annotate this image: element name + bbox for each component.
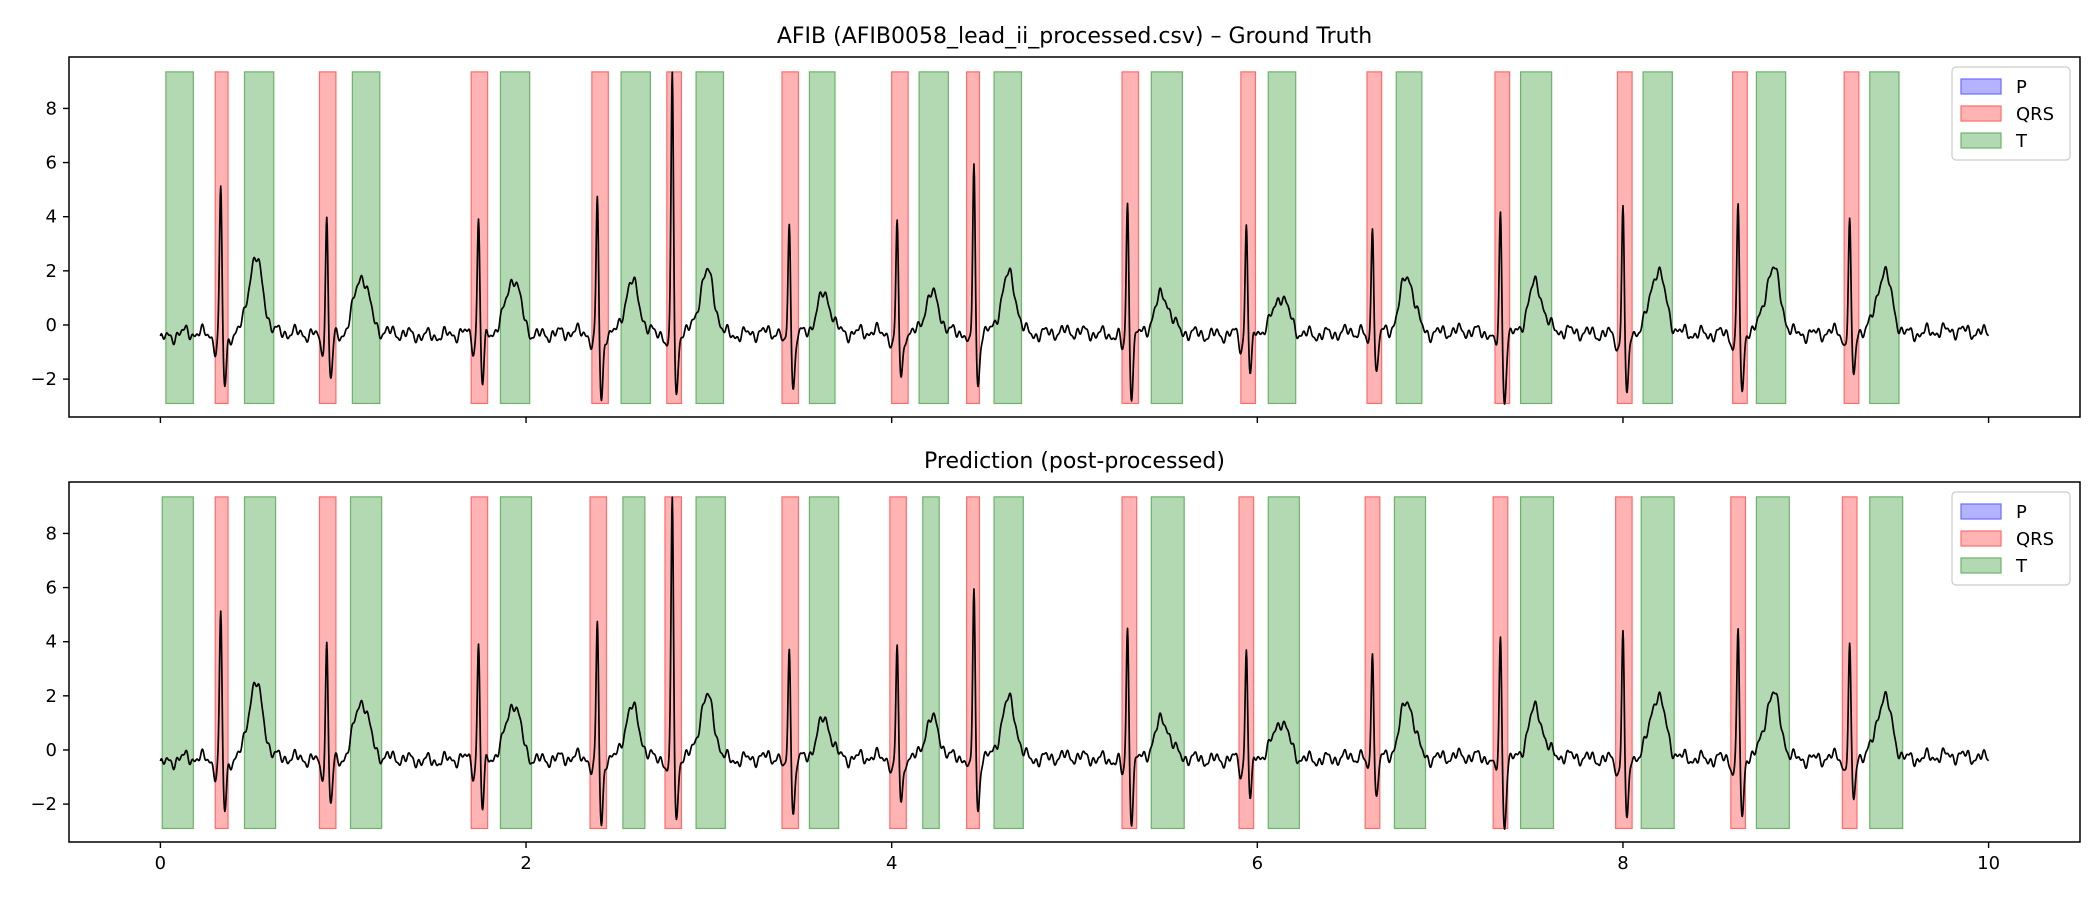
segment-t-band bbox=[918, 71, 949, 405]
legend-label-t: T bbox=[2015, 556, 2028, 577]
segment-t-band bbox=[993, 71, 1023, 405]
segment-t-band bbox=[1869, 71, 1900, 405]
panel-title: Prediction (post-processed) bbox=[924, 449, 1225, 474]
segment-qrs-band bbox=[1121, 71, 1140, 405]
legend-label-t: T bbox=[2015, 131, 2028, 152]
y-tick-label: 4 bbox=[46, 207, 57, 228]
segment-t-band bbox=[622, 496, 646, 830]
segment-t-band bbox=[1755, 71, 1787, 405]
y-tick-label: 6 bbox=[46, 578, 57, 599]
segment-t-band bbox=[1755, 496, 1790, 830]
y-tick-label: 8 bbox=[46, 98, 57, 119]
panel-2: Prediction (post-processed) −2 0 2 4 6 8 0 2 4 6 8 1… bbox=[30, 449, 2081, 874]
x-tick-label: 6 bbox=[1252, 853, 1263, 874]
legend-swatch-qrs bbox=[1960, 105, 2002, 122]
legend-label-qrs: QRS bbox=[2016, 529, 2054, 550]
legend-swatch-p bbox=[1960, 503, 2002, 520]
segment-t-band bbox=[165, 71, 194, 405]
segment-t-band bbox=[499, 496, 533, 830]
segment-qrs-band bbox=[891, 71, 909, 405]
y-tick-label: 0 bbox=[46, 315, 57, 336]
segment-t-band bbox=[1640, 496, 1675, 830]
x-tick-label: 8 bbox=[1617, 853, 1628, 874]
segment-t-band bbox=[1519, 496, 1555, 830]
axes-frame bbox=[68, 481, 2081, 843]
segment-t-band bbox=[1393, 496, 1427, 830]
legend-swatch-qrs bbox=[1960, 530, 2002, 547]
legend: P QRS T bbox=[1951, 491, 2071, 586]
y-tick-label: −2 bbox=[30, 369, 57, 390]
segment-t-band bbox=[349, 496, 383, 830]
segment-t-band bbox=[1869, 496, 1904, 830]
segment-t-band bbox=[620, 71, 651, 405]
segment-bands bbox=[161, 496, 1904, 830]
y-tick-label: −2 bbox=[30, 794, 57, 815]
segment-t-band bbox=[1267, 496, 1300, 830]
segment-t-band bbox=[243, 71, 275, 405]
y-tick-label: 4 bbox=[46, 632, 57, 653]
segment-t-band bbox=[695, 71, 725, 405]
legend-swatch-t bbox=[1960, 132, 2002, 149]
ecg-signal-line bbox=[159, 71, 1990, 405]
legend-label-p: P bbox=[2016, 502, 2027, 523]
segment-t-band bbox=[161, 496, 194, 830]
segment-t-band bbox=[993, 496, 1024, 830]
segment-qrs-band bbox=[591, 71, 609, 405]
y-tick-label: 2 bbox=[46, 261, 57, 282]
y-tick-label: 0 bbox=[46, 740, 57, 761]
segment-t-band bbox=[1642, 71, 1673, 405]
x-tick-label: 10 bbox=[1977, 853, 2000, 874]
segment-t-band bbox=[1519, 71, 1553, 405]
segment-t-band bbox=[499, 71, 531, 405]
legend-label-p: P bbox=[2016, 77, 2027, 98]
segment-bands bbox=[165, 71, 1900, 405]
y-tick-label: 8 bbox=[46, 523, 57, 544]
segment-t-band bbox=[1395, 71, 1423, 405]
axes-frame bbox=[68, 56, 2081, 418]
y-tick-label: 6 bbox=[46, 153, 57, 174]
segment-t-band bbox=[695, 496, 726, 830]
segment-t-band bbox=[922, 496, 940, 830]
panel-title: AFIB (AFIB0058_lead_ii_processed.csv) – … bbox=[777, 24, 1372, 49]
segment-t-band bbox=[243, 496, 277, 830]
legend-swatch-t bbox=[1960, 557, 2002, 574]
x-tick-label: 2 bbox=[520, 853, 531, 874]
segment-t-band bbox=[1150, 71, 1183, 405]
legend: P QRS T bbox=[1951, 66, 2071, 161]
y-tick-label: 2 bbox=[46, 686, 57, 707]
segment-t-band bbox=[1150, 496, 1185, 830]
segment-qrs-band bbox=[1843, 71, 1860, 405]
ecg-signal-line bbox=[159, 496, 1990, 830]
legend-swatch-p bbox=[1960, 78, 2002, 95]
panel-1: AFIB (AFIB0058_lead_ii_processed.csv) – … bbox=[30, 24, 2081, 423]
segment-t-band bbox=[808, 71, 836, 405]
x-tick-label: 0 bbox=[155, 853, 166, 874]
x-tick-label: 4 bbox=[886, 853, 897, 874]
segment-t-band bbox=[808, 496, 840, 830]
segment-t-band bbox=[1267, 71, 1297, 405]
legend-label-qrs: QRS bbox=[2016, 104, 2054, 125]
segment-t-band bbox=[351, 71, 381, 405]
